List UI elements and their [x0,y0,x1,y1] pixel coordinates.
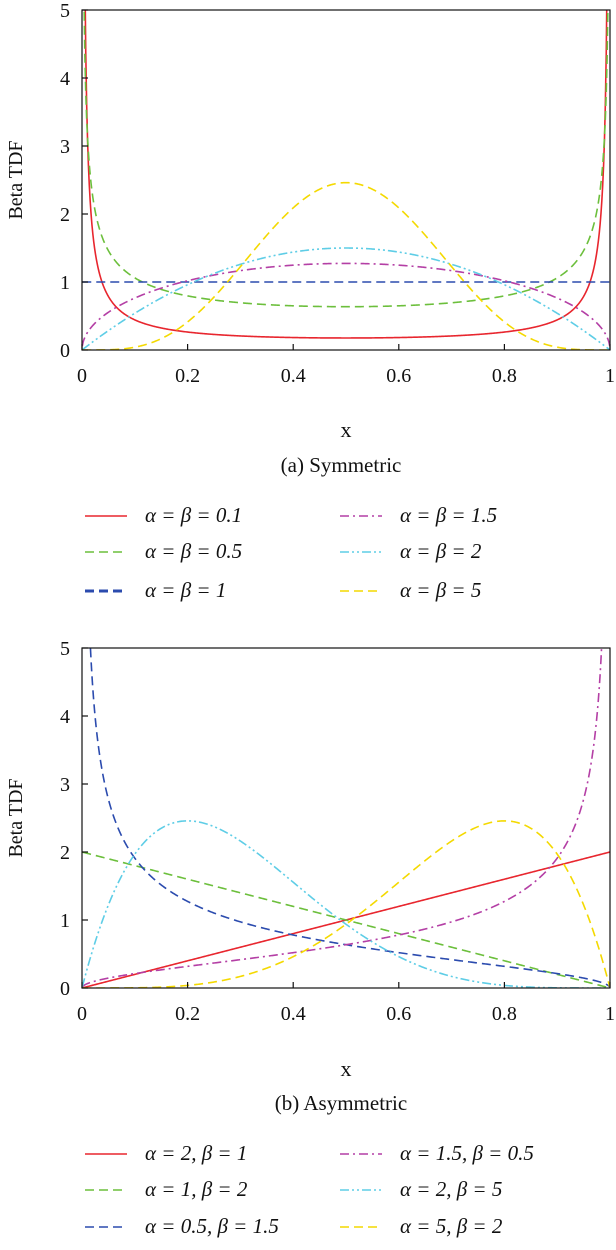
series-line-3 [89,648,610,988]
legend: α = β = 0.1 α = β = 0.5 α = β = 1 α = β = 1… [85,503,497,602]
y-axis-label: Beta TDF [5,778,27,857]
series-line-6 [82,181,610,350]
legend-label: α = β = 1 [145,578,226,602]
legend-label: α = 5, β = 2 [400,1214,503,1238]
x-tick-label: 0.6 [386,1003,411,1025]
plot-area [82,10,610,350]
series-line-4 [82,648,603,988]
x-tick-label: 0.2 [175,365,200,387]
series-line-5 [82,247,610,350]
x-tick-label: 0.4 [281,1003,306,1025]
x-tick-label: 0.8 [492,365,517,387]
y-tick-label: 1 [60,910,70,932]
x-axis-label: x [341,1056,352,1081]
legend-label: α = β = 5 [400,578,481,602]
series-line-1 [84,10,608,339]
legend-label: α = 1, β = 2 [145,1177,248,1201]
x-tick-label: 0.8 [492,1003,517,1025]
x-tick-label: 1 [605,365,615,387]
series-line-5 [82,820,610,988]
series-line-4 [82,262,610,347]
chart-caption: (b) Asymmetric [275,1091,407,1115]
legend-label: α = β = 2 [400,539,482,563]
y-tick-label: 0 [60,340,70,362]
y-tick-label: 0 [60,978,70,1000]
x-tick-label: 0.6 [386,365,411,387]
y-tick-label: 5 [60,0,70,22]
x-tick-label: 1 [605,1003,615,1025]
x-tick-label: 0 [77,1003,87,1025]
legend-label: α = β = 0.1 [145,503,242,527]
legend: α = 2, β = 1 α = 1, β = 2 α = 0.5, β = 1.5… [85,1141,534,1238]
series-line-6 [82,820,610,988]
plot-area [82,648,610,988]
axes-frame [81,9,611,351]
y-tick-label: 3 [60,774,70,796]
chart-asymmetric: 0 0.2 0.4 0.6 0.8 1 0 1 2 3 4 5 Beta TDF x (b) Asymmet… [5,638,615,1238]
legend-label: α = 2, β = 1 [145,1141,247,1165]
legend-label: α = 1.5, β = 0.5 [400,1141,534,1165]
legend-label: α = β = 1.5 [400,503,497,527]
series-line-2 [82,851,610,988]
y-tick-label: 4 [60,68,70,90]
chart-symmetric: 0 0.2 0.4 0.6 0.8 1 0 1 2 3 4 5 Beta TDF x (a) Symmetr… [5,0,615,602]
y-tick-label: 5 [60,638,70,660]
y-tick-label: 2 [60,842,70,864]
y-tick-label: 4 [60,706,70,728]
x-tick-label: 0.4 [281,365,306,387]
legend-label: α = β = 0.5 [145,539,242,563]
y-tick-label: 3 [60,136,70,158]
x-tick-label: 0.2 [175,1003,200,1025]
series-line-2 [83,10,609,308]
y-axis-label: Beta TDF [5,140,27,219]
y-tick-label: 1 [60,272,70,294]
chart-caption: (a) Symmetric [281,453,402,477]
x-tick-label: 0 [77,365,87,387]
legend-label: α = 0.5, β = 1.5 [145,1214,279,1238]
axes-frame [81,647,611,989]
x-axis-label: x [341,417,352,442]
legend-label: α = 2, β = 5 [400,1177,502,1201]
y-tick-label: 2 [60,204,70,226]
